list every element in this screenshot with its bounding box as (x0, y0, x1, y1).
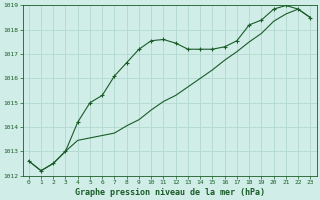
X-axis label: Graphe pression niveau de la mer (hPa): Graphe pression niveau de la mer (hPa) (75, 188, 265, 197)
